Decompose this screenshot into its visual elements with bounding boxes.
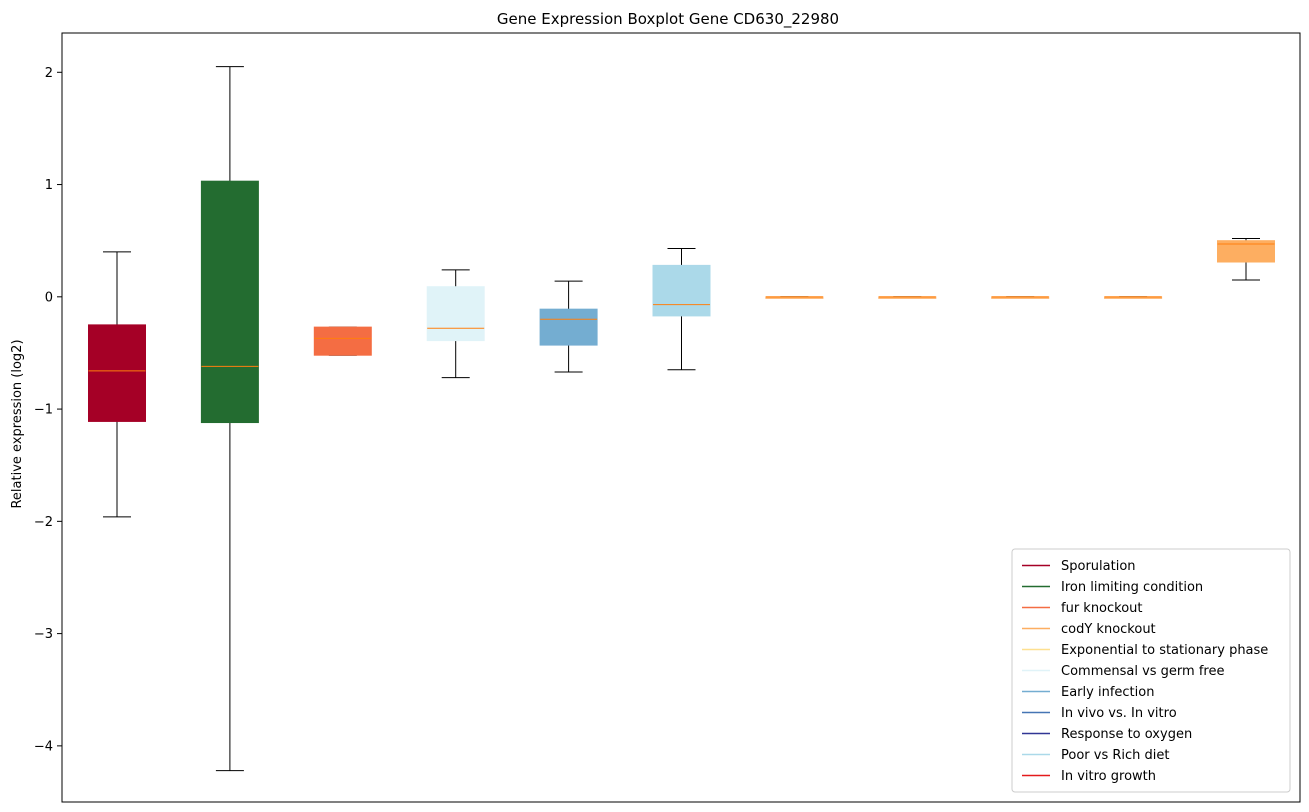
box-3 — [313, 326, 372, 356]
legend-label: Commensal vs germ free — [1061, 664, 1224, 679]
legend-box — [1011, 548, 1291, 793]
legend-item: Exponential to stationary phase — [1022, 643, 1268, 658]
box-5 — [539, 280, 598, 373]
box-2 — [200, 66, 259, 772]
y-axis-title: Relative expression (log2) — [10, 339, 25, 508]
box-4 — [426, 269, 485, 379]
legend-item: Early infection — [1022, 685, 1154, 700]
y-tick-label: −2 — [34, 515, 53, 530]
y-tick-label: 2 — [45, 66, 53, 81]
legend-label: Iron limiting condition — [1061, 580, 1203, 595]
y-tick-label: −1 — [34, 403, 53, 418]
box-body — [426, 286, 485, 342]
box-10 — [1104, 296, 1163, 299]
legend-item: codY knockout — [1022, 622, 1156, 637]
legend-label: In vitro growth — [1061, 769, 1156, 784]
plot-area: 2 1 0 −1 −2 −3 −4 — [34, 32, 1301, 803]
y-tick-label: 1 — [45, 178, 53, 193]
legend-item: In vivo vs. In vitro — [1022, 706, 1177, 721]
plot-frame — [61, 32, 1301, 803]
legend-item: Commensal vs germ free — [1022, 664, 1224, 679]
legend-label: In vivo vs. In vitro — [1061, 706, 1177, 721]
box-body — [200, 180, 259, 424]
box-body — [313, 326, 372, 356]
legend-item: Poor vs Rich diet — [1022, 748, 1169, 763]
legend-item: fur knockout — [1022, 601, 1143, 616]
legend-label: Poor vs Rich diet — [1061, 748, 1169, 763]
legend-item: Iron limiting condition — [1022, 580, 1203, 595]
legend-label: Exponential to stationary phase — [1061, 643, 1268, 658]
legend-label: codY knockout — [1061, 622, 1156, 637]
legend-label: fur knockout — [1061, 601, 1143, 616]
legend-item: In vitro growth — [1022, 769, 1156, 784]
legend-item: Response to oxygen — [1022, 727, 1192, 742]
legend-label: Early infection — [1061, 685, 1154, 700]
y-tick-label: −4 — [34, 739, 53, 754]
box-body — [88, 324, 146, 422]
box-1 — [88, 251, 146, 518]
box-body — [1217, 240, 1275, 263]
box-6 — [652, 248, 711, 371]
box-9 — [991, 296, 1050, 299]
chart-title: Gene Expression Boxplot Gene CD630_22980 — [497, 10, 839, 29]
box-body — [652, 264, 711, 317]
legend: Sporulation Iron limiting condition fur kn… — [1011, 548, 1291, 793]
y-tick-label: −3 — [34, 627, 53, 642]
y-tick-label: 0 — [45, 290, 53, 305]
box-11 — [1217, 237, 1275, 281]
legend-label: Sporulation — [1061, 559, 1136, 574]
box-body — [539, 308, 598, 346]
legend-item: Sporulation — [1022, 559, 1136, 574]
box-7 — [765, 296, 824, 299]
legend-label: Response to oxygen — [1061, 727, 1192, 742]
box-8 — [878, 296, 937, 299]
